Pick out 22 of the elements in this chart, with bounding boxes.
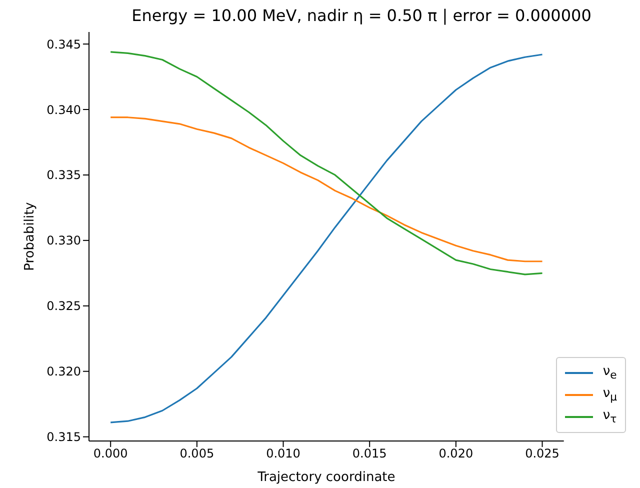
legend-label: ν$_{τ}$ (602, 408, 617, 426)
x-tick-label: 0.005 (180, 446, 214, 461)
y-tick-label: 0.325 (46, 299, 81, 314)
x-axis-title: Trajectory coordinate (256, 470, 396, 485)
x-tick-label: 0.015 (352, 446, 387, 461)
x-tick-label: 0.020 (438, 446, 474, 461)
line-series (110, 54, 544, 424)
x-tick-label: 0.000 (93, 446, 128, 461)
y-tick-label: 0.340 (46, 102, 81, 117)
y-tick-label: 0.320 (46, 364, 81, 379)
x-tick-label: 0.010 (266, 446, 300, 461)
chart-title: Energy = 10.00 MeV, nadir η = 0.50 π | error = 0.000000 (130, 6, 592, 25)
y-tick-label: 0.330 (46, 234, 81, 248)
line-series (110, 51, 544, 276)
y-axis-title: Probability (22, 202, 38, 271)
y-tick-label: 0.335 (46, 168, 81, 182)
y-tick-label: 0.315 (46, 430, 81, 444)
legend-label: ν$_{μ}$ (602, 386, 617, 404)
legend-label: ν$_{e}$ (602, 364, 617, 382)
line-series (110, 116, 544, 262)
y-tick-label: 0.345 (46, 37, 81, 52)
x-tick-label: 0.025 (525, 446, 560, 461)
